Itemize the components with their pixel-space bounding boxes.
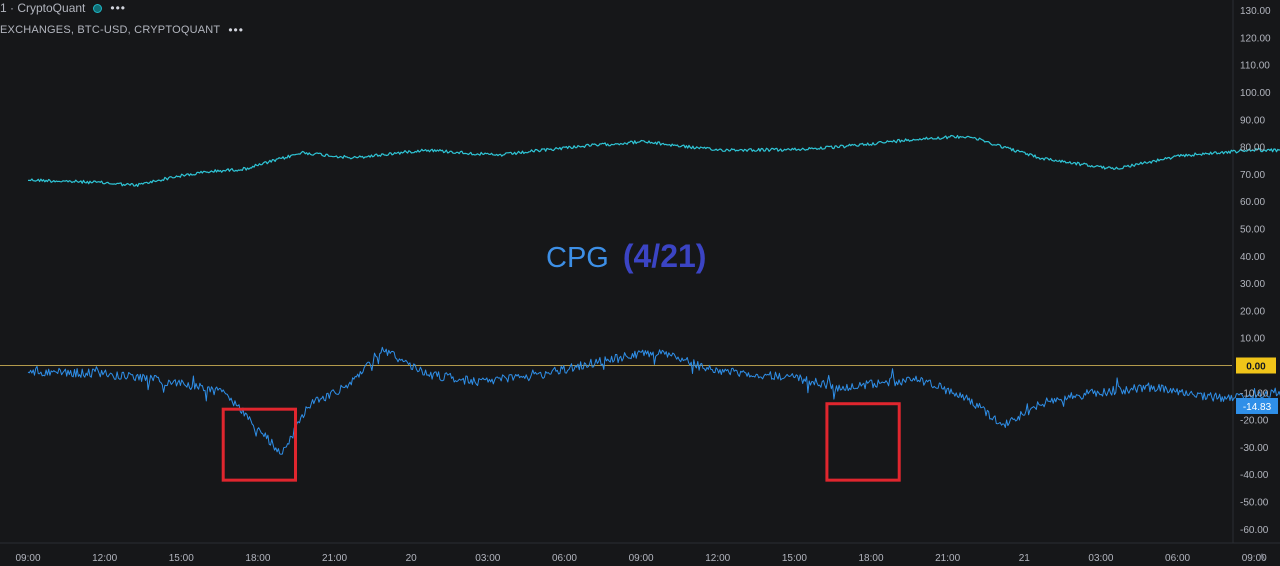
x-tick-label: 09:00 <box>629 553 654 564</box>
legend-series-title: 1 · CryptoQuant ••• <box>0 1 126 15</box>
more-horizontal-icon[interactable]: ••• <box>110 1 126 15</box>
y-tick-label: 110.00 <box>1240 61 1270 72</box>
x-tick-label: 18:00 <box>245 553 270 564</box>
legend-symbol-text: EXCHANGES, BTC-USD, CRYPTOQUANT <box>0 24 221 36</box>
zero-price-marker <box>1236 357 1276 374</box>
y-tick-label: -30.00 <box>1240 443 1269 454</box>
x-tick-label: 03:00 <box>475 553 500 564</box>
y-tick-label: 60.00 <box>1240 197 1265 208</box>
legend-symbol-info: EXCHANGES, BTC-USD, CRYPTOQUANT ••• <box>0 23 244 37</box>
y-tick-label: -10.00 <box>1240 388 1269 399</box>
x-tick-label: 15:00 <box>169 553 194 564</box>
y-tick-label: 80.00 <box>1240 143 1265 154</box>
series-layer <box>27 134 1280 455</box>
x-tick-label: 12:00 <box>705 553 730 564</box>
price-markers: 0.00 -14.83 <box>1236 357 1278 414</box>
price-scale[interactable]: 130.00 120.00 110.00 100.00 90.00 80.00 70.00 6… <box>1240 6 1271 536</box>
lower-series-line <box>27 346 1280 455</box>
x-tick-label: 12:00 <box>92 553 117 564</box>
x-tick-label: 09:00 <box>1242 553 1267 564</box>
x-tick-label: 06:00 <box>1165 553 1190 564</box>
y-tick-label: 120.00 <box>1240 33 1271 44</box>
highlight-boxes <box>221 402 901 482</box>
zero-price-label: 0.00 <box>1246 362 1266 373</box>
highlight-box <box>825 402 901 482</box>
y-tick-label: -40.00 <box>1240 470 1269 481</box>
x-tick-label: 18:00 <box>859 553 884 564</box>
last-value-label: -14.83 <box>1243 402 1272 413</box>
y-tick-label: -50.00 <box>1240 498 1269 509</box>
y-tick-label: 20.00 <box>1240 306 1265 317</box>
x-tick-label: 20 <box>406 553 418 564</box>
y-tick-label: 30.00 <box>1240 279 1265 290</box>
x-tick-label: 03:00 <box>1088 553 1113 564</box>
y-tick-label: -20.00 <box>1240 416 1269 427</box>
status-dot-icon <box>93 3 103 13</box>
y-tick-label: -60.00 <box>1240 525 1269 536</box>
auto-scale-button[interactable]: A <box>1259 552 1265 562</box>
y-tick-label: 90.00 <box>1240 115 1265 126</box>
chart-date: (4/21) <box>622 238 707 274</box>
more-horizontal-icon[interactable]: ••• <box>228 23 244 37</box>
last-value-marker <box>1236 397 1278 414</box>
y-tick-label: 70.00 <box>1240 170 1265 181</box>
y-tick-label: 40.00 <box>1240 252 1265 263</box>
x-tick-label: 09:00 <box>15 553 40 564</box>
chart-title-overlay: CPG (4/21) <box>546 238 706 275</box>
x-tick-label: 21:00 <box>935 553 960 564</box>
y-tick-label: 50.00 <box>1240 225 1265 236</box>
upper-series-line <box>27 134 1280 187</box>
x-tick-label: 21:00 <box>322 553 347 564</box>
y-tick-label: 130.00 <box>1240 6 1271 17</box>
highlight-box <box>221 407 298 482</box>
chart-title: CPG <box>546 242 609 274</box>
legend-title-text: 1 · CryptoQuant <box>0 1 86 15</box>
y-tick-label: 100.00 <box>1240 88 1271 99</box>
time-scale[interactable]: 09:00 12:00 15:00 18:00 21:00 20 03:00 06:00 09:… <box>15 553 1267 564</box>
x-tick-label: 06:00 <box>552 553 577 564</box>
x-tick-label: 15:00 <box>782 553 807 564</box>
x-tick-label: 21 <box>1019 553 1031 564</box>
y-tick-label: 10.00 <box>1240 334 1265 345</box>
